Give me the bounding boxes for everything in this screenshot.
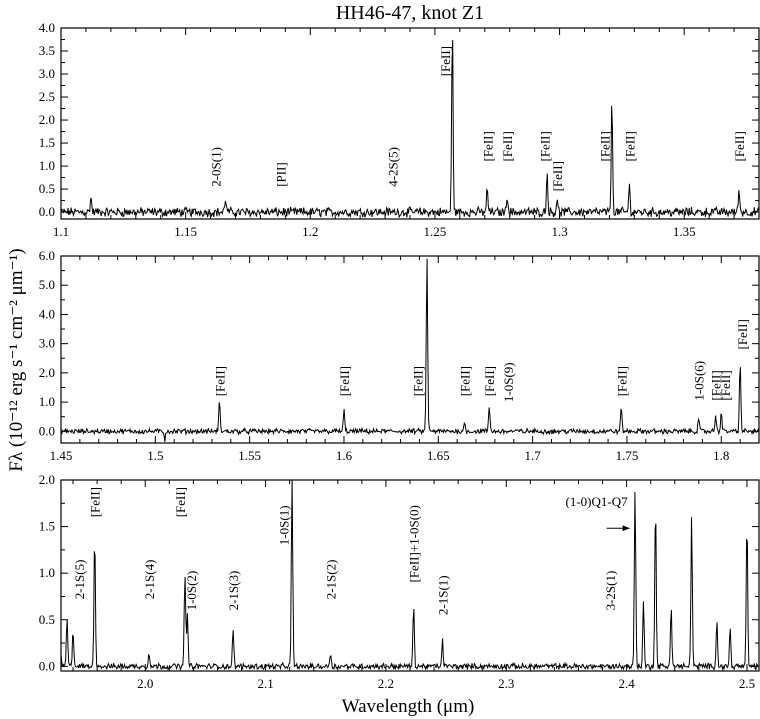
spectrum-line: [61, 480, 759, 671]
y-tick-label: 1.5: [39, 519, 55, 534]
line-label: [FeII]: [88, 487, 103, 517]
x-tick-label: 1.45: [50, 448, 73, 463]
panel-2: 1.45 1.5 1.55 1.6 1.65 1.7 1.75 1.8 0.0 1.0 2.0 3.0…: [39, 248, 760, 463]
x-tick-label: 1.3: [551, 224, 567, 239]
chart-title: HH46-47, knot Z1: [336, 2, 484, 24]
y-tick-label: 1.0: [39, 565, 55, 580]
line-label: 2-1S(5): [72, 560, 87, 600]
x-tick-label: 1.55: [238, 448, 261, 463]
annotation-arrowhead: [622, 525, 630, 532]
line-label: [FeII]: [458, 366, 473, 396]
line-label: 1-0S(2): [184, 571, 199, 611]
line-label: [FeII]+1-0S(0): [407, 505, 422, 582]
panel-frame: [60, 27, 760, 220]
line-label: [FeII]: [597, 131, 612, 161]
line-label: [FeII]: [337, 366, 352, 396]
panel-1: 1.1 1.15 1.2 1.25 1.3 1.35 0.0 0.5 1.0 1.5 2.0 2.5 3…: [39, 20, 760, 239]
x-tick-label: 1.75: [616, 448, 639, 463]
line-label: 2-1S(1): [436, 575, 451, 615]
y-tick-label: 1.0: [39, 158, 55, 173]
y-tick-label: 3.0: [39, 336, 55, 351]
x-tick-label: 2.4: [618, 676, 635, 691]
x-tick-label: 1.15: [174, 224, 197, 239]
x-tick-label: 1.65: [427, 448, 450, 463]
line-label: [FeII]: [480, 131, 495, 161]
spectrum-line: [61, 258, 759, 442]
x-tick-label: 2.2: [378, 676, 394, 691]
x-tick-label: 2.5: [739, 676, 755, 691]
line-label: [FeII]: [718, 370, 733, 400]
x-tick-label: 2.3: [498, 676, 514, 691]
x-axis-label: Wavelength (μm): [342, 696, 475, 717]
line-label: 1-0S(9): [501, 362, 516, 402]
y-tick-label: 0.0: [39, 423, 55, 438]
line-label: 2-1S(2): [324, 560, 339, 600]
line-label: 2-1S(3): [226, 571, 241, 611]
y-tick-label: 1.0: [39, 394, 55, 409]
line-label: 4-2S(5): [386, 147, 401, 187]
line-label: [FeII]: [614, 366, 629, 396]
line-label: [PII]: [273, 162, 288, 187]
y-tick-label: 0.5: [39, 612, 55, 627]
x-tick-label: 1.5: [147, 448, 163, 463]
line-label: [FeII]: [482, 366, 497, 396]
x-tick-label: 2.1: [257, 676, 273, 691]
line-label: [FeII]: [622, 131, 637, 161]
y-tick-label: 0.0: [39, 658, 55, 673]
y-tick-label: 4.0: [39, 20, 55, 35]
line-label: [FeII]: [411, 366, 426, 396]
line-label: [FeII]: [538, 131, 553, 161]
line-label: [FeII]: [550, 161, 565, 191]
line-label: 1-0S(6): [692, 361, 707, 401]
x-tick-label: 1.8: [713, 448, 729, 463]
line-label: [FeII]: [213, 366, 228, 396]
line-label: [FeII]: [438, 46, 453, 76]
line-label: [FeII]: [732, 131, 747, 161]
x-tick-label: 1.35: [673, 224, 696, 239]
panel-frame: [60, 255, 760, 444]
annotation-label: (1-0)Q1-Q7: [565, 494, 628, 509]
x-tick-label: 1.25: [424, 224, 447, 239]
y-tick-label: 4.0: [39, 306, 55, 321]
x-tick-label: 1.2: [302, 224, 318, 239]
y-tick-label: 3.0: [39, 66, 55, 81]
y-tick-label: 5.0: [39, 277, 55, 292]
panel-3: 2.0 2.1 2.2 2.3 2.4 2.5 0.0 0.5 1.0 1.5 2.0 2-1S(5)…: [39, 472, 760, 691]
line-label: [FeII]: [173, 487, 188, 517]
y-tick-label: 2.0: [39, 112, 55, 127]
line-label: [FeII]: [709, 370, 724, 400]
y-tick-label: 0.0: [39, 204, 55, 219]
line-label: 1-0S(1): [277, 505, 292, 545]
line-label: 2-1S(4): [142, 560, 157, 600]
x-tick-label: 1.1: [53, 224, 69, 239]
y-tick-label: 6.0: [39, 248, 55, 263]
x-tick-label: 1.7: [524, 448, 541, 463]
x-tick-label: 2.0: [137, 676, 153, 691]
y-tick-label: 2.0: [39, 365, 55, 380]
y-tick-label: 0.5: [39, 181, 55, 196]
y-tick-label: 2.0: [39, 472, 55, 487]
y-tick-label: 3.5: [39, 43, 55, 58]
line-label: 3-2S(1): [603, 571, 618, 611]
line-label: [FeII]: [735, 319, 750, 349]
y-axis-label: Fλ (10⁻¹² erg s⁻¹ cm⁻² μm⁻¹): [6, 248, 27, 471]
line-label: [FeII]: [500, 131, 515, 161]
y-tick-label: 2.5: [39, 89, 55, 104]
line-label: 2-0S(1): [209, 147, 224, 187]
spectrum-line: [61, 39, 759, 219]
x-tick-label: 1.6: [336, 448, 353, 463]
y-tick-label: 1.5: [39, 135, 55, 150]
